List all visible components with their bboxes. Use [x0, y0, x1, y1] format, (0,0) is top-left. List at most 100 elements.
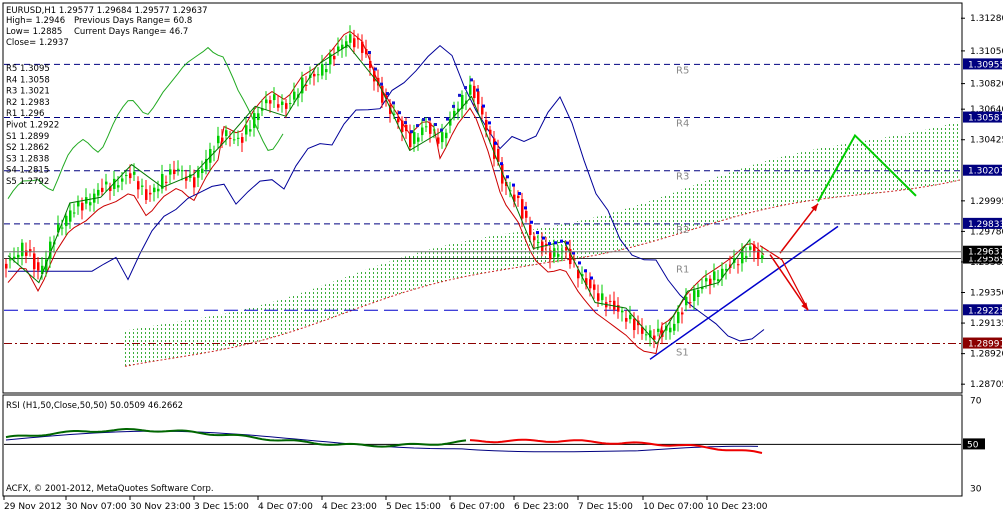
- arrow-up-head: [811, 203, 818, 212]
- candle-body: [645, 334, 648, 336]
- candle-body: [565, 247, 568, 251]
- candle-body: [157, 188, 160, 192]
- trend-dot: [536, 231, 539, 235]
- time-tick-label: 10 Dec 23:00: [707, 502, 768, 512]
- candle-body: [341, 44, 344, 50]
- candle-body: [5, 263, 8, 269]
- candle-body: [9, 259, 12, 261]
- candle-body: [557, 254, 560, 257]
- candle-body: [277, 104, 280, 108]
- candle-body: [585, 278, 588, 286]
- candle-body: [741, 249, 744, 264]
- candle-body: [161, 173, 164, 189]
- candle-body: [633, 318, 636, 331]
- pivot-legend-item: S4 1.2815: [6, 166, 49, 176]
- level-tag-r3: 1.30207: [968, 167, 1003, 177]
- candle-body: [109, 186, 112, 192]
- candle-body: [369, 60, 372, 68]
- candle-body: [617, 305, 620, 312]
- candle-body: [261, 108, 264, 111]
- candle-body: [165, 181, 168, 183]
- candle-body: [757, 250, 760, 259]
- candle-body: [649, 330, 652, 338]
- pivot-legend-item: S1 1.2899: [6, 132, 49, 142]
- candle-body: [329, 53, 332, 65]
- trend-dot: [398, 111, 401, 115]
- candle-body: [449, 118, 452, 126]
- level-tag-s2: 1.28991: [968, 340, 1003, 350]
- info-low: Low= 1.2885: [6, 27, 62, 37]
- candle-body: [73, 212, 76, 214]
- candle-body: [313, 73, 316, 77]
- candle-body: [737, 264, 740, 266]
- candle-body: [761, 255, 764, 259]
- candle-body: [293, 91, 296, 100]
- price-tick-label: 1.31050: [970, 47, 1003, 57]
- price-tick-label: 1.30425: [970, 136, 1003, 146]
- level-tag-r1: 1.29589: [968, 255, 1003, 265]
- candle-body: [281, 101, 284, 105]
- level-label-s1: S1: [676, 347, 689, 358]
- candle-body: [153, 187, 156, 193]
- trend-dot: [374, 67, 377, 71]
- candle-body: [461, 94, 464, 109]
- candle-body: [533, 236, 536, 241]
- current-price-tag-bg: [963, 245, 1002, 257]
- trend-dot: [554, 241, 557, 245]
- level-tag-r5-bg: [963, 58, 1002, 70]
- time-tick-label: 7 Dec 15:00: [578, 502, 633, 512]
- pivot-legend-item: R4 1.3058: [6, 75, 50, 85]
- rsi-tick-label: 30: [970, 484, 982, 494]
- candle-body: [393, 113, 396, 115]
- candle-body: [365, 49, 368, 55]
- candle-body: [673, 323, 676, 331]
- candle-body: [265, 99, 268, 104]
- level-tag-r4: 1.30581: [968, 114, 1003, 124]
- candle-body: [77, 201, 80, 207]
- candle-body: [177, 168, 180, 170]
- candle-body: [37, 262, 40, 271]
- price-tick-label: 1.29995: [970, 197, 1003, 207]
- candle-body: [669, 327, 672, 333]
- info-close: Close= 1.2937: [6, 38, 69, 48]
- candle-body: [425, 126, 428, 128]
- trend-dot: [410, 130, 413, 134]
- level-tag-r1-bg: [963, 252, 1002, 264]
- candle-body: [709, 278, 712, 286]
- candle-body: [137, 181, 140, 190]
- rsi-pane[interactable]: [2, 394, 963, 497]
- candle-body: [437, 137, 440, 144]
- time-tick-label: 10 Dec 07:00: [643, 502, 704, 512]
- candle-body: [285, 103, 288, 109]
- price-tick-label: 1.29135: [970, 319, 1003, 329]
- candle-body: [141, 185, 144, 187]
- candle-body: [229, 137, 232, 139]
- candle-body: [133, 171, 136, 175]
- level-tag-s1-bg: [963, 304, 1002, 316]
- candle-body: [317, 74, 320, 76]
- info-prev-range: Previous Days Range= 60.8: [74, 16, 192, 26]
- candle-body: [705, 278, 708, 282]
- candle-body: [169, 169, 172, 175]
- candle-body: [253, 113, 256, 128]
- candle-body: [101, 187, 104, 192]
- candle-body: [473, 85, 476, 99]
- candle-body: [217, 135, 220, 144]
- candle-body: [569, 249, 572, 265]
- current-price-tag: 1.29637: [968, 248, 1003, 258]
- candle-body: [29, 249, 32, 253]
- candle-body: [609, 300, 612, 302]
- candle-body: [181, 170, 184, 172]
- candle-body: [433, 129, 436, 131]
- trend-dot: [422, 118, 425, 122]
- pivot-legend-item: S3 1.2838: [6, 154, 49, 164]
- trend-dot: [524, 206, 527, 210]
- candle-body: [41, 265, 44, 274]
- candle-body: [197, 169, 200, 178]
- candle-body: [257, 113, 260, 121]
- candle-body: [289, 103, 292, 105]
- time-axis: 29 Nov 2012 30 Nov 07:00 30 Nov 23:00 3 Dec…: [3, 496, 768, 512]
- candle-body: [173, 169, 176, 175]
